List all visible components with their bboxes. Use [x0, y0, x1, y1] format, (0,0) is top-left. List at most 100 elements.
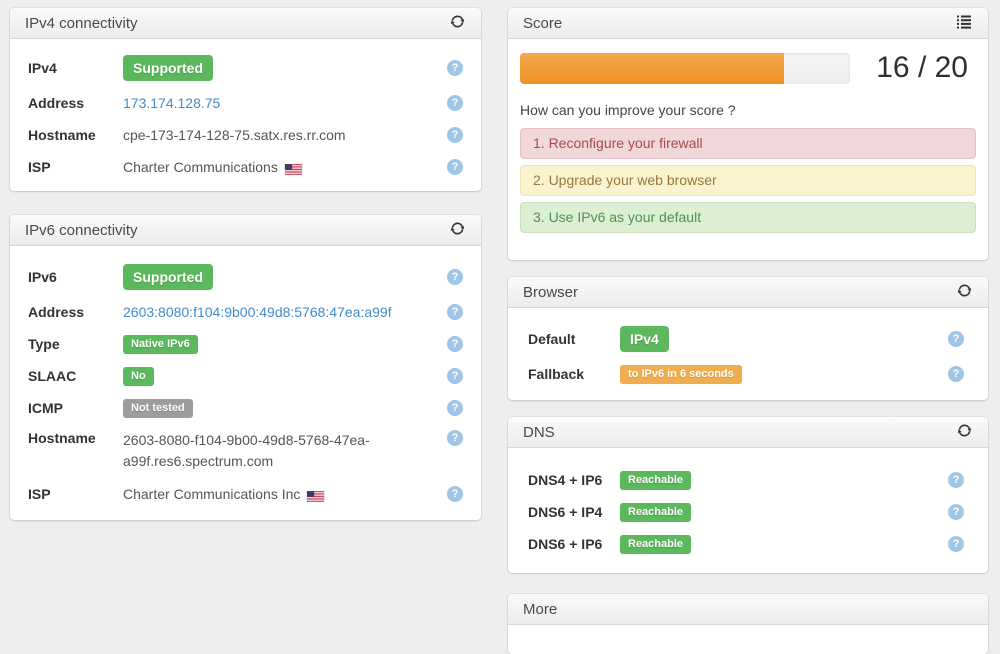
score-progress-bar: [520, 52, 850, 84]
browser-panel-header: Browser: [508, 277, 988, 308]
row-label: IPv4: [28, 60, 57, 76]
refresh-icon: [957, 423, 972, 441]
suggestion-upgrade-browser[interactable]: 2. Upgrade your web browser: [520, 165, 976, 196]
reachable-badge: Reachable: [620, 502, 692, 522]
row-label: DNS6 + IP6: [528, 536, 603, 552]
help-icon[interactable]: ?: [447, 127, 463, 143]
refresh-icon: [957, 283, 972, 301]
ipv6-isp-row: ISP Charter Communications Inc ?: [28, 484, 463, 504]
type-badge: Native IPv6: [123, 334, 198, 354]
help-icon[interactable]: ?: [447, 400, 463, 416]
browser-refresh-button[interactable]: [955, 283, 973, 301]
ipv4-connectivity-panel: IPv4 connectivity IPv4 Supported ? Addre…: [10, 8, 481, 191]
browser-panel: Browser Default IPv4 ? Fallback to IPv6 …: [508, 277, 988, 400]
ipv6-type-row: Type Native IPv6 ?: [28, 334, 463, 354]
score-panel-title: Score: [523, 14, 563, 32]
ipv6-panel-header: IPv6 connectivity: [10, 215, 481, 246]
more-panel: More: [508, 594, 988, 654]
help-icon[interactable]: ?: [948, 366, 964, 382]
help-icon[interactable]: ?: [447, 486, 463, 502]
ipv4-panel-header: IPv4 connectivity: [10, 8, 481, 39]
help-icon[interactable]: ?: [447, 304, 463, 320]
refresh-icon: [450, 14, 465, 32]
ipv6-connectivity-panel: IPv6 connectivity IPv6 Supported ? Addre…: [10, 215, 481, 520]
ipv6-icmp-row: ICMP Not tested ?: [28, 398, 463, 418]
help-icon[interactable]: ?: [447, 60, 463, 76]
score-bar-row: 16 / 20: [520, 51, 976, 85]
ipv6-row: IPv6 Supported ?: [28, 264, 463, 290]
ipv4-address-link[interactable]: 173.174.128.75: [123, 95, 221, 111]
help-icon[interactable]: ?: [948, 331, 964, 347]
ipv6-hostname-row: Hostname 2603-8080-f104-9b00-49d8-5768-4…: [28, 430, 463, 472]
row-label: Address: [28, 95, 85, 111]
help-icon[interactable]: ?: [948, 472, 964, 488]
default-protocol-badge: IPv4: [620, 326, 669, 352]
row-label: Hostname: [28, 430, 96, 446]
score-progress-fill: [520, 52, 784, 84]
help-icon[interactable]: ?: [447, 368, 463, 384]
ipv6-panel-title: IPv6 connectivity: [25, 221, 138, 239]
ipv4-row: IPv4 Supported ?: [28, 55, 463, 81]
dns6-ip4-row: DNS6 + IP4 Reachable ?: [528, 502, 964, 522]
refresh-icon: [450, 221, 465, 239]
status-badge: Supported: [123, 264, 213, 290]
us-flag-icon: [284, 162, 302, 175]
help-icon[interactable]: ?: [948, 504, 964, 520]
suggestion-use-ipv6-default[interactable]: 3. Use IPv6 as your default: [520, 202, 976, 233]
slaac-badge: No: [123, 366, 154, 386]
dns-panel-title: DNS: [523, 423, 555, 441]
help-icon[interactable]: ?: [447, 269, 463, 285]
row-label: ISP: [28, 159, 51, 175]
ipv4-hostname-row: Hostname cpe-173-174-128-75.satx.res.rr.…: [28, 125, 463, 145]
score-panel-header: Score: [508, 8, 988, 39]
reachable-badge: Reachable: [620, 534, 692, 554]
row-label: Address: [28, 304, 85, 320]
reachable-badge: Reachable: [620, 470, 692, 490]
browser-default-row: Default IPv4 ?: [528, 326, 964, 352]
ipv6-address-link[interactable]: 2603:8080:f104:9b00:49d8:5768:47ea:a99f: [123, 304, 392, 320]
dns-refresh-button[interactable]: [955, 423, 973, 441]
more-panel-header[interactable]: More: [508, 594, 988, 625]
ipv4-panel-title: IPv4 connectivity: [25, 14, 138, 32]
browser-panel-title: Browser: [523, 283, 579, 301]
ipv6-address-row: Address 2603:8080:f104:9b00:49d8:5768:47…: [28, 302, 463, 322]
status-badge: Supported: [123, 55, 213, 81]
browser-fallback-row: Fallback to IPv6 in 6 seconds ?: [528, 364, 964, 384]
row-label: DNS4 + IP6: [528, 472, 603, 488]
ipv4-isp-row: ISP Charter Communications ?: [28, 157, 463, 177]
help-icon[interactable]: ?: [447, 430, 463, 446]
score-details-button[interactable]: [955, 14, 973, 32]
ipv4-refresh-button[interactable]: [448, 14, 466, 32]
more-panel-title: More: [523, 600, 558, 618]
help-icon[interactable]: ?: [948, 536, 964, 552]
list-icon: [957, 15, 971, 32]
ipv6-refresh-button[interactable]: [448, 221, 466, 239]
us-flag-icon: [307, 489, 325, 502]
row-label: IPv6: [28, 269, 57, 285]
suggestion-list: 1. Reconfigure your firewall 2. Upgrade …: [520, 128, 976, 233]
dns-panel-header: DNS: [508, 417, 988, 448]
isp-value: Charter Communications: [123, 159, 278, 175]
row-label: SLAAC: [28, 368, 77, 384]
help-icon[interactable]: ?: [447, 95, 463, 111]
row-label: Type: [28, 336, 60, 352]
ipv6-slaac-row: SLAAC No ?: [28, 366, 463, 386]
score-panel: Score 16 / 20 How can you improve your s…: [508, 8, 988, 260]
dns6-ip6-row: DNS6 + IP6 Reachable ?: [528, 534, 964, 554]
row-label: ICMP: [28, 400, 63, 416]
help-icon[interactable]: ?: [447, 159, 463, 175]
row-label: DNS6 + IP4: [528, 504, 603, 520]
row-label: Fallback: [528, 366, 585, 382]
icmp-badge: Not tested: [123, 398, 193, 418]
score-value: 16 / 20: [876, 51, 968, 84]
row-label: Default: [528, 331, 576, 347]
hostname-value: 2603-8080-f104-9b00-49d8-5768-47ea-a99f.…: [123, 432, 370, 469]
dns-panel: DNS DNS4 + IP6 Reachable ? DNS6 + IP4 Re…: [508, 417, 988, 573]
improve-question: How can you improve your score ?: [520, 102, 736, 118]
hostname-value: cpe-173-174-128-75.satx.res.rr.com: [123, 127, 346, 143]
ipv4-address-row: Address 173.174.128.75 ?: [28, 93, 463, 113]
row-label: Hostname: [28, 127, 96, 143]
help-icon[interactable]: ?: [447, 336, 463, 352]
dns4-ip6-row: DNS4 + IP6 Reachable ?: [528, 470, 964, 490]
suggestion-reconfigure-firewall[interactable]: 1. Reconfigure your firewall: [520, 128, 976, 159]
